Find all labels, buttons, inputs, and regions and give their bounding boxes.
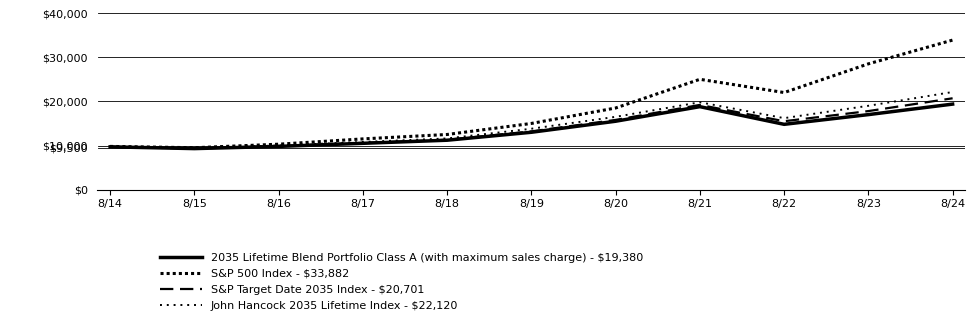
Legend: 2035 Lifetime Blend Portfolio Class A (with maximum sales charge) - $19,380, S&P: 2035 Lifetime Blend Portfolio Class A (w… xyxy=(155,248,647,316)
